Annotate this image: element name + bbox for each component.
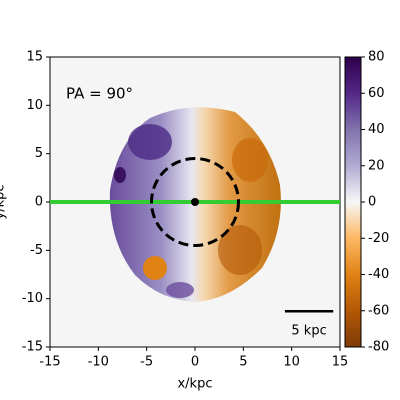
colorbar-tick-label: -80 bbox=[368, 340, 389, 355]
x-axis-label: x/kpc bbox=[177, 377, 212, 392]
colorbar-tick-label: 20 bbox=[368, 158, 385, 173]
x-tick-label: 5 bbox=[239, 355, 247, 370]
y-tick-label: 15 bbox=[26, 50, 43, 65]
x-tick-label: -15 bbox=[39, 355, 60, 370]
scale-bar-label: 5 kpc bbox=[291, 324, 326, 339]
x-tick-label: -10 bbox=[88, 355, 109, 370]
colorbar-tick-label: -60 bbox=[368, 303, 389, 318]
y-axis-label: y/kpc bbox=[0, 184, 8, 219]
annotation: PA = 90° bbox=[66, 85, 133, 103]
x-tick-label: -5 bbox=[140, 355, 153, 370]
colorbar-tick-label: 40 bbox=[368, 122, 385, 137]
y-tick-label: -10 bbox=[22, 291, 43, 306]
y-tick-label: 10 bbox=[26, 98, 43, 113]
y-tick-label: -15 bbox=[22, 340, 43, 355]
y-tick-label: 5 bbox=[35, 146, 43, 161]
colorbar bbox=[344, 56, 362, 348]
x-tick-label: 0 bbox=[191, 355, 199, 370]
y-tick-label: -5 bbox=[30, 243, 43, 258]
colorbar-tick-label: -40 bbox=[368, 267, 389, 282]
colorbar-tick-label: -20 bbox=[368, 231, 389, 246]
aperture-circle bbox=[150, 157, 240, 247]
y-tick-label: 0 bbox=[35, 195, 43, 210]
x-tick-label: 15 bbox=[332, 355, 349, 370]
colorbar-tick-label: 80 bbox=[368, 50, 385, 65]
colorbar-tick-label: 0 bbox=[368, 195, 376, 210]
colorbar-tick-label: 60 bbox=[368, 86, 385, 101]
x-tick-label: 10 bbox=[283, 355, 300, 370]
center-dot bbox=[191, 198, 199, 206]
